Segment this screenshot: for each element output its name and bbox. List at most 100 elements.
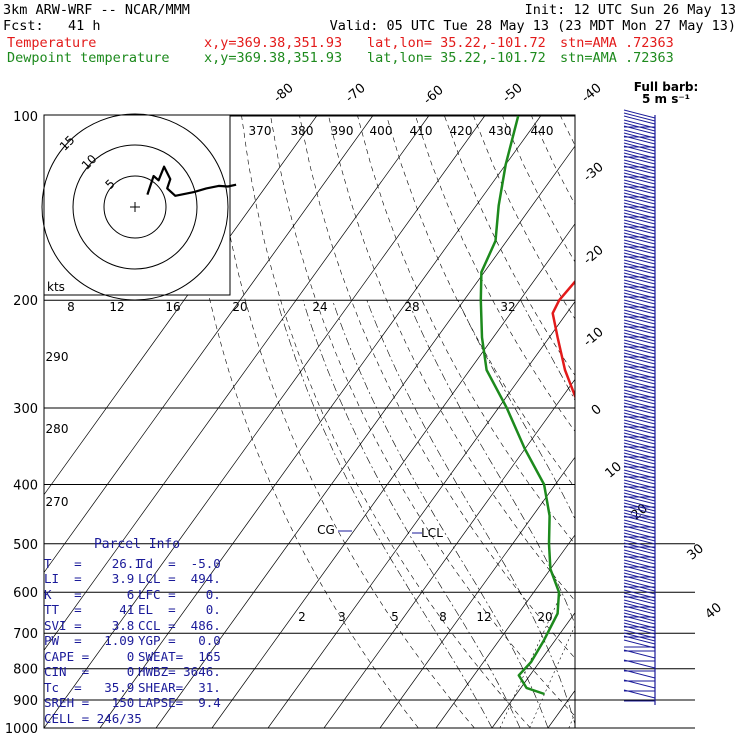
barb-flag	[623, 199, 656, 209]
barb-flag	[623, 282, 656, 292]
barb-flag	[623, 432, 656, 442]
barb-flag	[623, 535, 656, 545]
barb-flag	[623, 552, 656, 562]
parcel-info-value: LFC = 0.	[138, 586, 221, 602]
barb-flag	[623, 389, 656, 399]
barb-flag	[623, 519, 656, 529]
barb-flag	[623, 189, 656, 199]
pressure-label: 800	[13, 663, 38, 678]
barb-flag	[623, 622, 656, 632]
barb-flag	[623, 259, 656, 269]
temperature-latlon: lat,lon= 35.22,-101.72	[367, 35, 546, 51]
barb-flag	[623, 209, 656, 219]
barb-flag	[623, 299, 656, 309]
parcel-info-value: SVI = 3.8	[44, 617, 135, 633]
isotherm-label: 40	[703, 600, 725, 622]
dry-adiabat-label: 440	[531, 124, 554, 138]
dewpoint-latlon: lat,lon= 35.22,-101.72	[367, 50, 546, 66]
barb-flag	[623, 362, 656, 372]
parcel-info-value: Tc = 35.9	[44, 679, 135, 695]
parcel-info-row: SREH = 150 LAPSE= 9.4	[44, 695, 230, 711]
dry-adiabat-line	[676, 116, 740, 728]
dry-adiabat-line	[560, 115, 575, 146]
barb-flag	[623, 595, 656, 605]
dry-adiabat-label: 270	[46, 495, 69, 509]
barb-flag	[623, 555, 656, 565]
barb-flag	[623, 522, 656, 532]
barb-flag	[623, 365, 656, 375]
barb-flag	[623, 422, 656, 432]
moist-adiabat-label: 8	[67, 300, 75, 314]
barb-flag	[623, 469, 656, 479]
barb-flag	[623, 329, 656, 339]
dry-adiabat-line	[212, 115, 475, 728]
barb-flag	[623, 619, 656, 629]
isotherm-line	[155, 145, 575, 728]
isotherm-label: -80	[271, 81, 297, 106]
mixing-ratio-label: 5	[391, 610, 399, 624]
barb-flag	[623, 399, 656, 409]
barb-flag	[623, 292, 656, 302]
barb-flag	[623, 129, 656, 139]
parcel-info-row: CIN = 0 HWBZ= 3646.	[44, 664, 230, 680]
barb-flag	[623, 475, 656, 485]
barb-flag	[623, 139, 656, 149]
parcel-info-row: PW = 1.09 YGP = 0.0	[44, 633, 230, 649]
barb-flag	[623, 172, 656, 182]
lcl-annotation: LCL	[421, 526, 443, 540]
isotherm-label: 0	[589, 402, 605, 419]
barb-flag	[623, 425, 656, 435]
dry-adiabat-label: 420	[450, 124, 473, 138]
barb-flag	[623, 239, 656, 249]
isotherm-label: -60	[421, 83, 447, 108]
mixing-ratio-line	[529, 624, 575, 728]
barb-flag	[623, 195, 656, 205]
isotherm-line	[44, 115, 485, 728]
parcel-info-panel: Parcel Info T = 26.1 Td = -5.0 LI = 3.9 LCL…	[44, 537, 230, 727]
barb-flag	[623, 659, 656, 669]
barb-flag	[623, 325, 656, 335]
dry-adiabat-label: 390	[331, 124, 354, 138]
barb-flag	[623, 565, 656, 575]
parcel-info-value: SHEAR= 31.	[138, 679, 221, 695]
dewpoint-legend: Dewpoint temperature	[7, 50, 170, 66]
barb-flag	[623, 525, 656, 535]
barb-flag	[623, 175, 656, 185]
hodograph-units: kts	[47, 280, 65, 294]
moist-adiabat-label: 32	[500, 300, 515, 314]
barb-flag	[623, 382, 656, 392]
parcel-info-row: CELL = 246/35	[44, 711, 230, 727]
barb-flag	[623, 305, 656, 315]
barb-flag	[623, 412, 656, 422]
barb-flag	[623, 112, 656, 122]
pressure-label: 200	[13, 294, 38, 309]
hodograph-trace	[146, 165, 237, 197]
barb-flag	[623, 435, 656, 445]
barb-flag	[623, 639, 656, 649]
barb-flag	[623, 285, 656, 295]
hodograph-ring	[103, 175, 167, 239]
barb-flag	[623, 559, 656, 569]
isotherm-label: -20	[581, 243, 607, 268]
sounding-traces	[479, 115, 575, 696]
dry-adiabat-label: 410	[410, 124, 433, 138]
barb-flag	[623, 669, 656, 679]
temperature-legend: Temperature	[7, 35, 97, 51]
isotherm-line	[491, 612, 575, 728]
barb-flag	[623, 495, 656, 505]
wind-barbs	[623, 109, 656, 705]
barb-flag	[623, 455, 656, 465]
barb-flag	[623, 395, 656, 405]
isotherm-label: -70	[343, 81, 369, 106]
barb-flag	[623, 509, 656, 519]
wind-barb	[623, 689, 656, 702]
barb-flag	[623, 132, 656, 142]
init-time: Init: 12 UTC Sun 26 May 13	[524, 2, 736, 18]
barb-flag	[623, 452, 656, 462]
dry-adiabat-grid	[183, 115, 740, 728]
barb-flag	[623, 179, 656, 189]
barb-flag	[623, 429, 656, 439]
dry-adiabat-line	[357, 115, 575, 545]
barb-flag	[623, 462, 656, 472]
hodograph-ring	[72, 144, 198, 270]
